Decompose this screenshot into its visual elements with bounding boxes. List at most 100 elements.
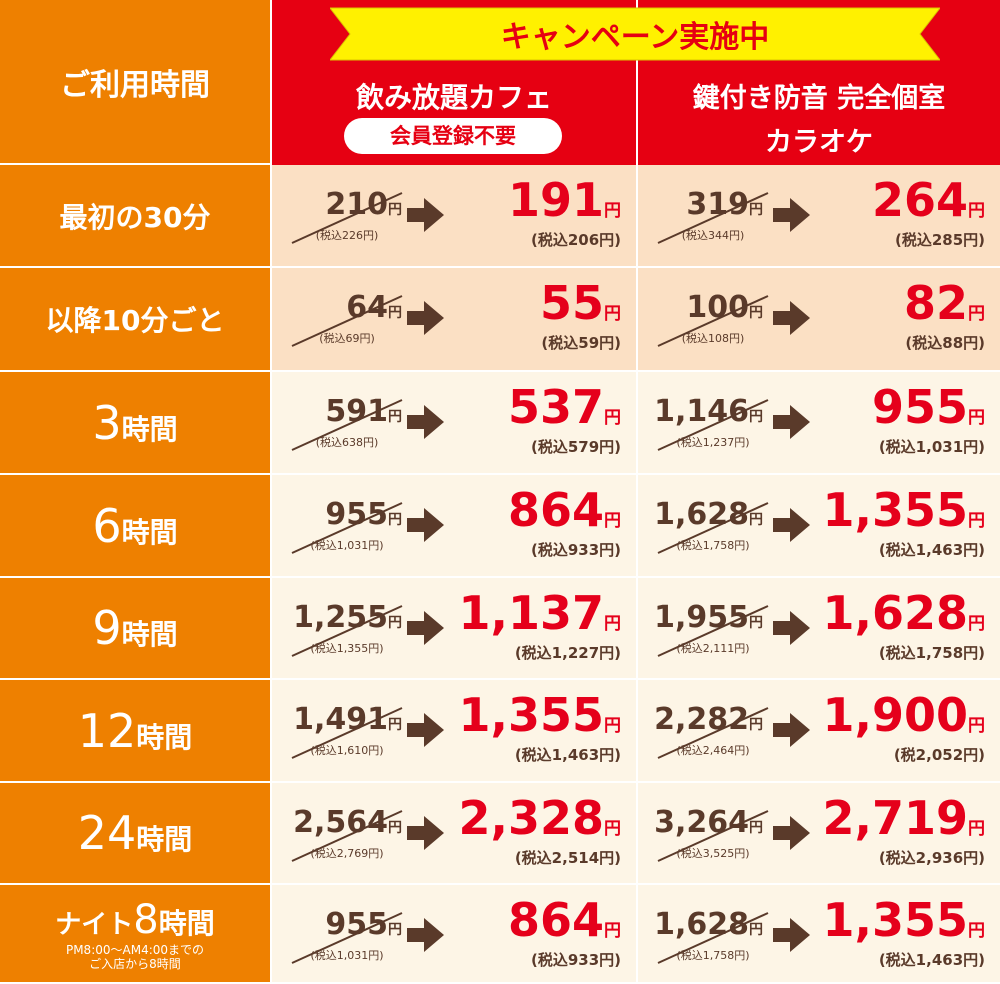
price-cell: 64円 (税込69円) 55円 (税込59円) bbox=[272, 268, 636, 372]
yen: 円 bbox=[604, 716, 621, 736]
strike-arrow bbox=[657, 192, 810, 244]
row-label: 9時間 bbox=[0, 578, 270, 680]
old-price: 1,491円 bbox=[282, 702, 402, 737]
time-header: ご利用時間 bbox=[0, 0, 270, 165]
new-price: 1,355円 bbox=[458, 688, 621, 742]
new-tax: (税2,052円) bbox=[893, 746, 985, 764]
new-price: 55円 bbox=[540, 276, 621, 330]
label-unit: 時間 bbox=[121, 412, 178, 446]
row-label: 12時間 bbox=[0, 680, 270, 783]
label-line: 12時間 bbox=[78, 704, 193, 758]
new-price: 264円 bbox=[872, 173, 985, 227]
new-price: 1,137円 bbox=[458, 586, 621, 640]
yen: 円 bbox=[604, 408, 621, 428]
new-tax: (税込579円) bbox=[530, 438, 621, 456]
new-price: 1,900円 bbox=[822, 688, 985, 742]
yen: 円 bbox=[604, 921, 621, 941]
header-text: ご利用時間 bbox=[60, 67, 210, 103]
new-amount: 1,355 bbox=[822, 893, 968, 947]
price-cell: 319円 (税込344円) 264円 (税込285円) bbox=[638, 165, 1000, 268]
new-tax: (税込2,514円) bbox=[514, 849, 621, 867]
karaoke-title: 鍵付き防音 完全個室 bbox=[692, 83, 946, 114]
price-cell: 955円 (税込1,031円) 864円 (税込933円) bbox=[272, 885, 636, 984]
new-amount: 191 bbox=[507, 173, 604, 227]
yen: 円 bbox=[388, 615, 402, 631]
price-cell: 2,564円 (税込2,769円) 2,328円 (税込2,514円) bbox=[272, 783, 636, 885]
yen: 円 bbox=[749, 820, 763, 836]
new-tax: (税込1,031円) bbox=[878, 438, 985, 456]
old-tax: (税込1,355円) bbox=[310, 642, 384, 655]
new-amount: 864 bbox=[507, 483, 604, 537]
old-price: 1,628円 bbox=[643, 497, 763, 532]
yen: 円 bbox=[604, 304, 621, 324]
old-tax: (税込1,758円) bbox=[676, 539, 750, 552]
yen: 円 bbox=[604, 511, 621, 531]
old-tax: (税込226円) bbox=[315, 229, 379, 242]
label-line: 9時間 bbox=[92, 601, 177, 655]
strike-arrow bbox=[291, 295, 444, 347]
old-price: 2,282円 bbox=[643, 702, 763, 737]
strike-arrow bbox=[657, 502, 810, 554]
old-price: 1,255円 bbox=[282, 600, 402, 635]
yen: 円 bbox=[968, 819, 985, 839]
price-cell: 3,264円 (税込3,525円) 2,719円 (税込2,936円) bbox=[638, 783, 1000, 885]
old-tax: (税込2,111円) bbox=[676, 642, 750, 655]
new-amount: 1,355 bbox=[822, 483, 968, 537]
strike-arrow bbox=[291, 192, 444, 244]
row-label: 24時間 bbox=[0, 783, 270, 885]
yen: 円 bbox=[604, 614, 621, 634]
new-amount: 537 bbox=[507, 380, 604, 434]
row-label: 6時間 bbox=[0, 475, 270, 578]
strike-arrow bbox=[291, 912, 444, 964]
new-tax: (税込1,758円) bbox=[878, 644, 985, 662]
old-amount: 1,628 bbox=[654, 907, 749, 942]
new-amount: 1,355 bbox=[458, 688, 604, 742]
new-amount: 2,719 bbox=[822, 791, 968, 845]
new-tax: (税込1,463円) bbox=[878, 541, 985, 559]
strike-arrow bbox=[657, 605, 810, 657]
cafe-title: 飲み放題カフェ bbox=[355, 81, 552, 114]
new-amount: 1,628 bbox=[822, 586, 968, 640]
label-unit: 時間 bbox=[121, 515, 178, 549]
new-tax: (税込933円) bbox=[530, 541, 621, 559]
yen: 円 bbox=[968, 408, 985, 428]
new-amount: 864 bbox=[507, 893, 604, 947]
yen: 円 bbox=[968, 716, 985, 736]
new-amount: 2,328 bbox=[458, 791, 604, 845]
old-price: 2,564円 bbox=[282, 805, 402, 840]
new-price: 2,719円 bbox=[822, 791, 985, 845]
price-cell: 100円 (税込108円) 82円 (税込88円) bbox=[638, 268, 1000, 372]
new-tax: (税込59円) bbox=[541, 334, 621, 352]
yen: 円 bbox=[388, 820, 402, 836]
new-amount: 82 bbox=[903, 276, 968, 330]
old-tax: (税込1,031円) bbox=[310, 949, 384, 962]
yen: 円 bbox=[388, 409, 402, 425]
yen: 円 bbox=[388, 922, 402, 938]
label-line: 3時間 bbox=[92, 396, 177, 450]
yen: 円 bbox=[968, 511, 985, 531]
label-num: 24 bbox=[77, 806, 137, 860]
price-cell: 1,491円 (税込1,610円) 1,355円 (税込1,463円) bbox=[272, 680, 636, 783]
price-cell: 955円 (税込1,031円) 864円 (税込933円) bbox=[272, 475, 636, 578]
new-price: 1,355円 bbox=[822, 483, 985, 537]
strike-arrow bbox=[291, 605, 444, 657]
old-tax: (税込638円) bbox=[315, 436, 379, 449]
new-tax: (税込2,936円) bbox=[878, 849, 985, 867]
price-cell: 2,282円 (税込2,464円) 1,900円 (税2,052円) bbox=[638, 680, 1000, 783]
new-price: 82円 bbox=[904, 276, 985, 330]
yen: 円 bbox=[388, 512, 402, 528]
strike-arrow bbox=[291, 707, 444, 759]
new-tax: (税込933円) bbox=[530, 951, 621, 969]
yen: 円 bbox=[388, 717, 402, 733]
row-label: 3時間 bbox=[0, 372, 270, 475]
old-tax: (税込344円) bbox=[681, 229, 745, 242]
strike-arrow bbox=[291, 810, 444, 862]
old-amount: 3,264 bbox=[654, 805, 749, 840]
label-unit: 時間 bbox=[136, 720, 193, 754]
new-price: 2,328円 bbox=[458, 791, 621, 845]
label-num: 8 bbox=[133, 896, 159, 943]
label-unit: 時間 bbox=[136, 823, 193, 856]
new-tax: (税込1,463円) bbox=[514, 746, 621, 764]
price-cell: 1,255円 (税込1,355円) 1,137円 (税込1,227円) bbox=[272, 578, 636, 680]
